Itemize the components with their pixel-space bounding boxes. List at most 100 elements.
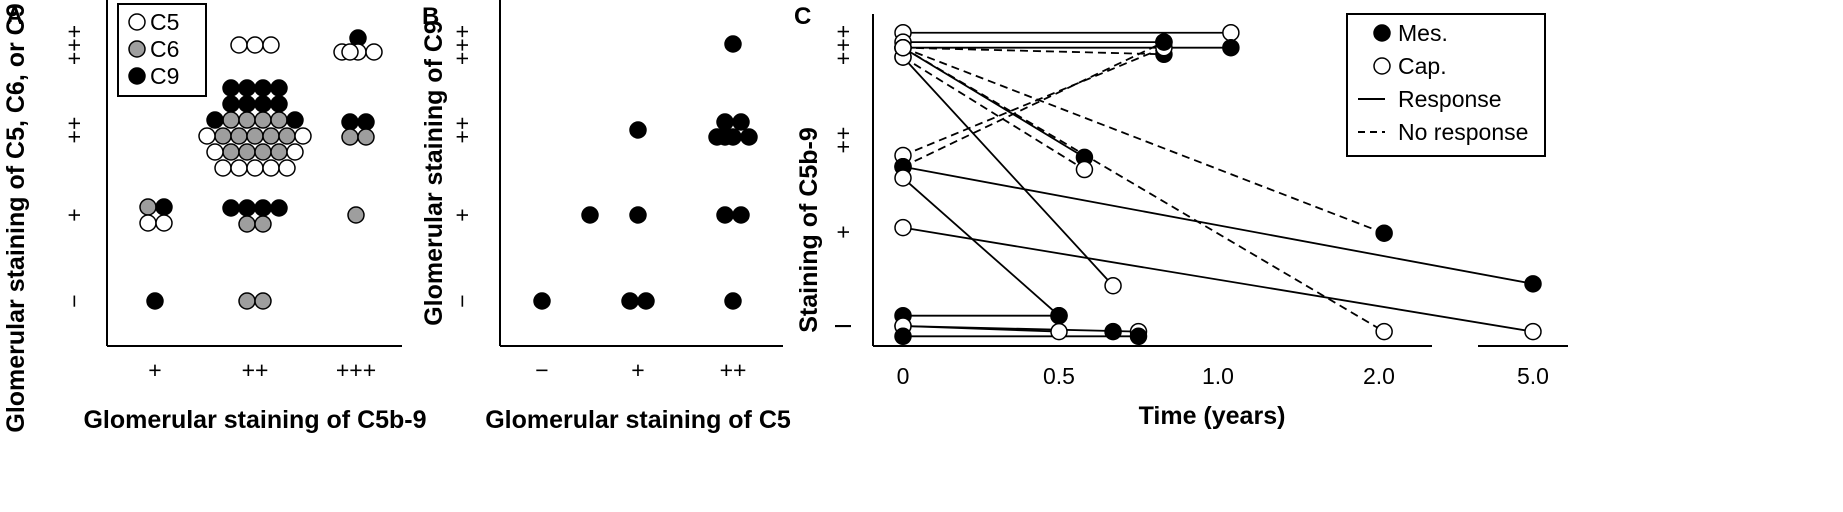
panel-c-point-cap	[1222, 23, 1240, 42]
panel-b-xlabel: Glomerular staining of C5	[485, 406, 791, 434]
panel-a-point-c9	[270, 199, 288, 217]
panel-a-point-c9	[155, 198, 173, 216]
panel-b-point	[581, 206, 599, 224]
panel-c-ytick: +++	[830, 25, 856, 65]
panel-a-point-c6	[238, 143, 256, 161]
panel-a-point-c9	[254, 79, 272, 97]
panel-a-point-c5	[198, 127, 216, 145]
panel-c-line-solid	[902, 165, 1534, 285]
panel-b-point	[629, 206, 647, 224]
panel-a-point-c6	[270, 111, 288, 129]
panel-b-point	[724, 35, 742, 53]
panel-c-point-cap	[1375, 322, 1393, 341]
panel-a-point-c6	[347, 206, 365, 224]
panel-b-ytick: +++	[449, 25, 475, 65]
panel-a-ytick: +++	[61, 25, 87, 65]
panel-b-point	[533, 292, 551, 310]
panel-a-point-c9	[222, 79, 240, 97]
panel-c-point-mes	[1222, 38, 1240, 57]
panel-a-legend-marker-c6	[128, 40, 146, 58]
panel-b-point	[716, 113, 734, 131]
panel-a-point-c6	[262, 127, 280, 145]
panel-c-point-mes	[1050, 306, 1068, 325]
panel-a-point-c9	[238, 79, 256, 97]
panel-a-point-c9	[357, 113, 375, 131]
panel-c-point-cap	[1050, 322, 1068, 341]
panel-c-point-mes	[1524, 275, 1542, 293]
panel-a-legend-label-c9: C9	[150, 63, 179, 89]
panel-b-point	[732, 113, 750, 131]
panel-c-label: C	[794, 3, 811, 30]
panel-a-point-c5	[155, 214, 173, 232]
panel-c-ylabel: Staining of C5b-9	[795, 127, 823, 333]
panel-a-xtick: ++	[242, 357, 269, 383]
panel-a-point-c5	[214, 159, 232, 177]
panel-c-legend-label: Response	[1398, 86, 1502, 112]
panel-a-point-c6	[230, 127, 248, 145]
panel-b-point	[629, 121, 647, 139]
panel-c-point-mes	[1104, 322, 1122, 341]
panel-a-point-c6	[238, 215, 256, 233]
panel-c-legend-label: No response	[1398, 119, 1528, 145]
panel-a-legend-marker-c5	[128, 13, 146, 31]
panel-c-point-cap	[894, 169, 912, 187]
panel-c-ytick: ++	[830, 127, 856, 154]
panel-b: B Glomerular staining of C9 −++++++ − + ++…	[420, 0, 791, 434]
panel-a-point-c9	[270, 79, 288, 97]
panel-a-point-c6	[238, 292, 256, 310]
panel-a-point-c5	[230, 36, 248, 54]
panel-a-point-c9	[254, 95, 272, 113]
panel-c-line-solid	[902, 226, 1534, 333]
panel-c-legend-label: Mes.	[1398, 20, 1448, 46]
panel-a-point-c9	[286, 111, 304, 129]
panel-a-xtick: +	[148, 357, 161, 383]
panel-a-point-c6	[270, 143, 288, 161]
panel-c-line-solid	[902, 46, 1085, 159]
panel-a-legend-label-c6: C6	[150, 36, 179, 62]
panel-a-point-c9	[238, 95, 256, 113]
panel-b-point	[716, 128, 734, 146]
panel-c-legend: Mes. Cap. Response No response	[1346, 13, 1546, 157]
panel-a-point-c6	[278, 127, 296, 145]
panel-a-point-c9	[206, 111, 224, 129]
panel-b-point	[740, 128, 758, 146]
panel-a-point-c5	[206, 143, 224, 161]
panel-a-point-c5	[246, 36, 264, 54]
panel-a-point-c5	[139, 214, 157, 232]
panel-b-xtick: −	[535, 357, 548, 383]
panel-c-point-cap	[1524, 322, 1542, 341]
panel-a-point-c6	[139, 198, 157, 216]
panel-a-point-c6	[357, 128, 375, 146]
panel-c-legend-marker-cap	[1373, 57, 1391, 75]
panel-a-ylabel: Glomerular staining of C5, C6, or C9	[2, 3, 30, 432]
panel-a-point-c9	[222, 95, 240, 113]
panel-b-ytick: ++	[449, 117, 475, 144]
panel-c-point-mes	[894, 327, 912, 346]
panel-b-points	[533, 35, 758, 310]
panel-a-yticks: −++++++	[61, 25, 87, 308]
panel-c-point-cap	[1104, 276, 1122, 295]
panel-a-point-c5	[294, 127, 312, 145]
panel-b-xticks: − + ++	[535, 357, 746, 383]
panel-c-point-mes	[1155, 33, 1173, 51]
panel-c-line-dashed	[902, 46, 1385, 333]
panel-a-point-c5	[262, 159, 280, 177]
panel-c-line-solid	[902, 56, 1114, 287]
panel-a-ytick: −	[61, 294, 87, 307]
panel-a-xlabel: Glomerular staining of C5b-9	[83, 406, 426, 434]
panel-b-point	[716, 206, 734, 224]
panel-c-xticks: 0 0.5 1.0 2.0 5.0	[897, 363, 1549, 389]
panel-a-point-c5	[365, 43, 383, 61]
panel-a-label: A	[6, 3, 23, 30]
panel-a-point-c6	[238, 111, 256, 129]
panel-a-point-c5	[246, 159, 264, 177]
panel-a-point-c5	[286, 143, 304, 161]
panel-c-xtick: 1.0	[1202, 363, 1234, 389]
panel-c-point-cap	[894, 218, 912, 237]
panel-c-line-dashed	[902, 41, 1165, 168]
panel-c-point-cap	[894, 38, 912, 57]
panel-a-point-c9	[341, 113, 359, 131]
panel-b-ytick: −	[449, 294, 475, 307]
